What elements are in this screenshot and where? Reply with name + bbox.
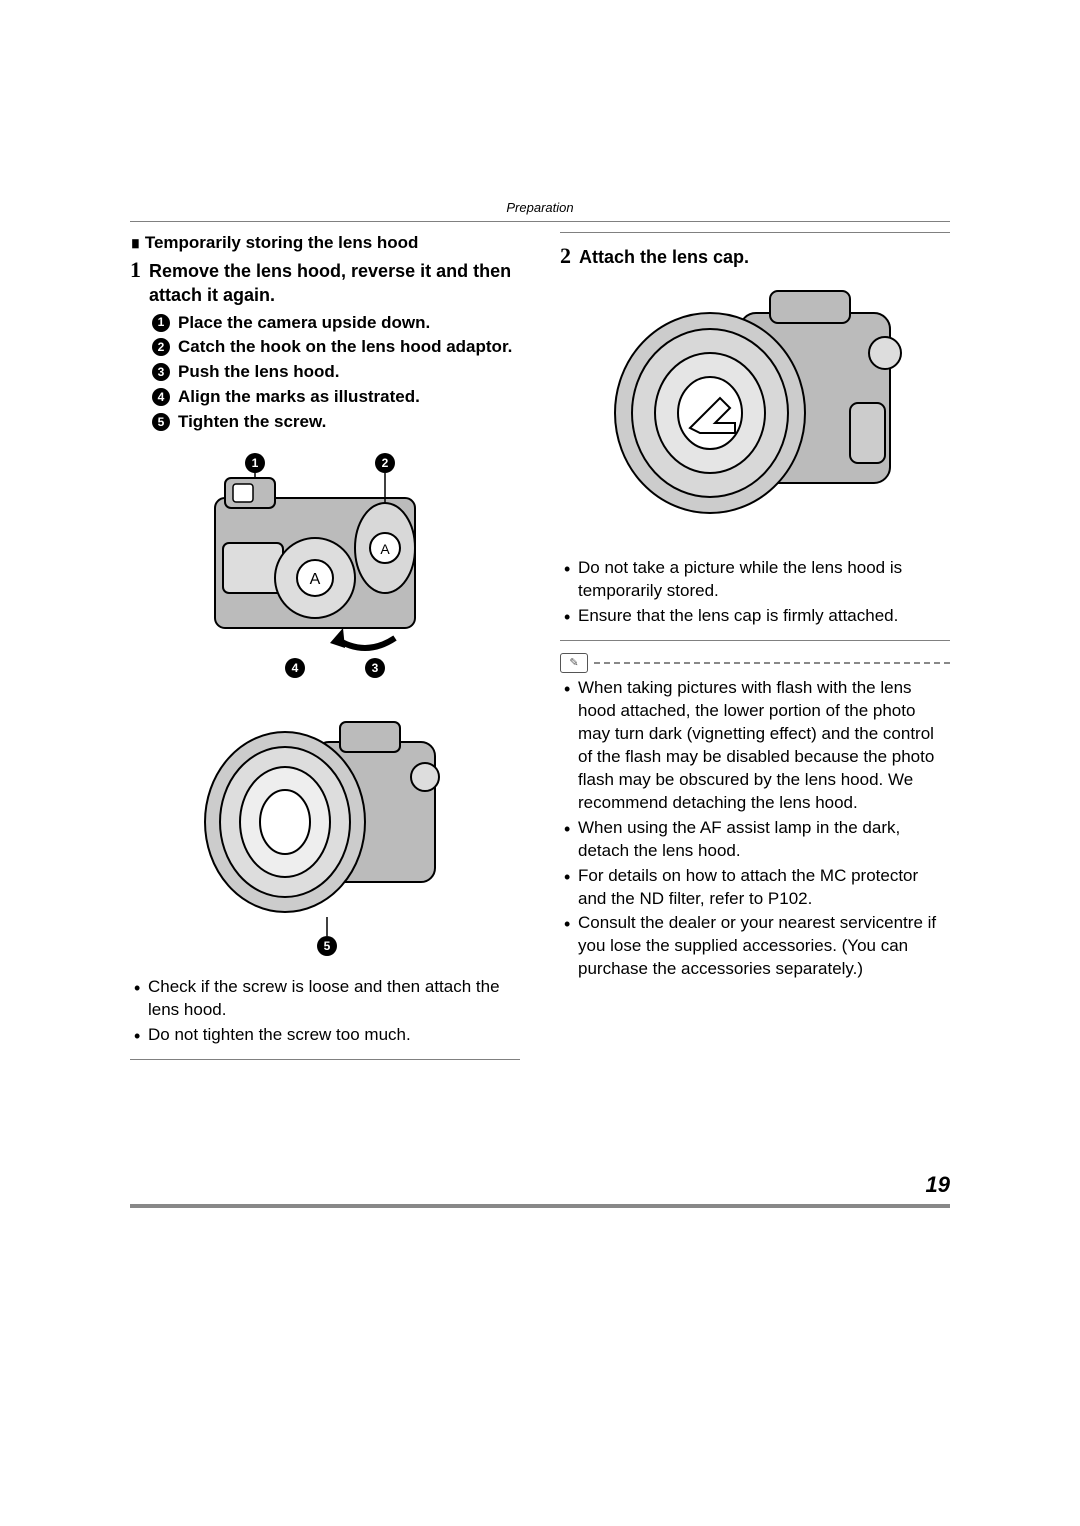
subsection-title: ∎Temporarily storing the lens hood [130, 232, 520, 255]
illustration-2: 5 [130, 702, 520, 962]
substep-badge: 2 [152, 338, 170, 356]
sub-step: 3 Push the lens hood. [152, 361, 520, 384]
substep-badge: 5 [152, 413, 170, 431]
step-number: 1 [130, 259, 141, 308]
note-icon: ✎ [560, 653, 588, 673]
left-bullet-list: Check if the screw is loose and then att… [134, 976, 520, 1047]
sub-steps-list: 1 Place the camera upside down. 2 Catch … [152, 312, 520, 435]
header-rule [130, 221, 950, 222]
note-header: ✎ [560, 653, 950, 673]
substep-badge: 1 [152, 314, 170, 332]
bullet-item: Ensure that the lens cap is firmly attac… [564, 605, 950, 628]
right-bullet-list-top: Do not take a picture while the lens hoo… [564, 557, 950, 628]
substep-badge: 4 [152, 388, 170, 406]
left-column: ∎Temporarily storing the lens hood 1 Rem… [130, 232, 520, 1072]
illustration-3 [560, 283, 950, 543]
square-bullet-icon: ∎ [130, 233, 141, 252]
step-1: 1 Remove the lens hood, reverse it and t… [130, 259, 520, 308]
step-text: Remove the lens hood, reverse it and the… [149, 259, 520, 308]
subsection-title-text: Temporarily storing the lens hood [145, 233, 419, 252]
substep-text: Push the lens hood. [178, 361, 520, 384]
substep-text: Place the camera upside down. [178, 312, 520, 335]
bullet-item: Consult the dealer or your nearest servi… [564, 912, 950, 981]
sub-step: 1 Place the camera upside down. [152, 312, 520, 335]
step-text: Attach the lens cap. [579, 245, 950, 269]
step-2: 2 Attach the lens cap. [560, 245, 950, 269]
section-header: Preparation [130, 200, 950, 215]
divider [560, 232, 950, 233]
sub-step: 5 Tighten the screw. [152, 411, 520, 434]
divider [130, 1059, 520, 1060]
camera-lens-hood-illustration [185, 702, 465, 962]
bullet-item: Check if the screw is loose and then att… [134, 976, 520, 1022]
bullet-item: For details on how to attach the MC prot… [564, 865, 950, 911]
right-notes-list: When taking pictures with flash with the… [564, 677, 950, 981]
substep-text: Align the marks as illustrated. [178, 386, 520, 409]
bullet-item: When using the AF assist lamp in the dar… [564, 817, 950, 863]
dashed-rule [594, 662, 950, 664]
svg-text:A: A [380, 541, 390, 557]
camera-upside-down-illustration: A A [185, 448, 465, 688]
bullet-item: When taking pictures with flash with the… [564, 677, 950, 815]
divider [560, 640, 950, 641]
svg-text:A: A [310, 571, 321, 588]
substep-text: Tighten the screw. [178, 411, 520, 434]
step-number: 2 [560, 245, 571, 269]
page-number: 19 [926, 1172, 950, 1198]
illustration-1: A A 1 2 3 4 [130, 448, 520, 688]
sub-step: 2 Catch the hook on the lens hood adapto… [152, 336, 520, 359]
substep-text: Catch the hook on the lens hood adaptor. [178, 336, 520, 359]
right-column: 2 Attach the lens cap. [560, 232, 950, 1072]
bullet-item: Do not take a picture while the lens hoo… [564, 557, 950, 603]
substep-badge: 3 [152, 363, 170, 381]
footer-rule [130, 1204, 950, 1208]
bullet-item: Do not tighten the screw too much. [134, 1024, 520, 1047]
camera-lens-cap-illustration [590, 283, 920, 523]
sub-step: 4 Align the marks as illustrated. [152, 386, 520, 409]
